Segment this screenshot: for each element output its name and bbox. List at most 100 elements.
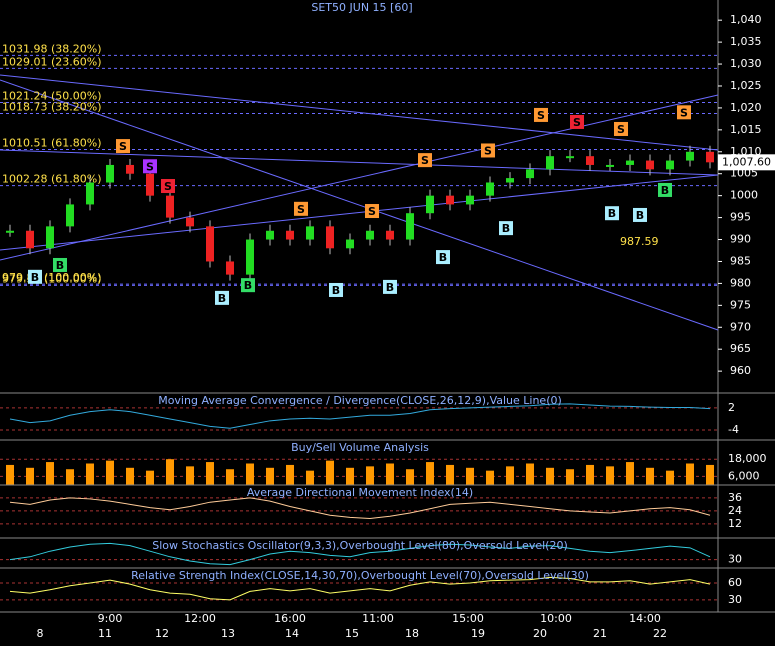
- x-tick-label: 12:00: [184, 612, 216, 625]
- panel-title: Moving Average Convergence / Divergence(…: [158, 394, 562, 407]
- x-tick-label: 19: [471, 627, 485, 640]
- candle-body: [426, 195, 434, 214]
- volume-bar: [66, 469, 74, 485]
- y-tick-label: 1,020: [730, 101, 762, 114]
- y-tick-label: 1,040: [730, 13, 762, 26]
- x-tick-label: 10:00: [540, 612, 572, 625]
- candle-body: [366, 230, 374, 240]
- candle-body: [466, 195, 474, 205]
- candle-body: [166, 195, 174, 218]
- signal-marker: [534, 107, 548, 122]
- volume-bar: [666, 470, 674, 485]
- volume-bar: [546, 467, 554, 485]
- fib-label: 1002.28 (61.80%): [2, 173, 102, 186]
- candle-body: [386, 230, 394, 240]
- volume-bar: [186, 466, 194, 485]
- volume-bar: [246, 463, 254, 485]
- volume-bar: [286, 464, 294, 485]
- y-tick-label: 970: [730, 320, 751, 333]
- volume-bar: [466, 467, 474, 485]
- signal-marker: [633, 207, 647, 222]
- fib-label: 979.84 (100.00%): [2, 271, 102, 284]
- signal-marker: [329, 282, 343, 297]
- volume-bar: [226, 469, 234, 485]
- trend-line: [0, 94, 719, 261]
- signal-marker: [161, 179, 175, 194]
- y-tick-label: 1,035: [730, 35, 762, 48]
- candle-body: [206, 226, 214, 262]
- y-tick-label: 1,025: [730, 79, 762, 92]
- fib-label: 1021.24 (50.00%): [2, 89, 102, 102]
- fib-label: 1010.51 (61.80%): [2, 137, 102, 150]
- y-tick-label: 6,000: [728, 469, 760, 482]
- candle-body: [186, 217, 194, 227]
- signal-label: B: [439, 251, 447, 264]
- candle-body: [526, 169, 534, 179]
- volume-bar: [146, 470, 154, 485]
- candle-body: [66, 204, 74, 227]
- candle-body: [126, 164, 134, 174]
- candle-body: [286, 230, 294, 240]
- y-tick-label: 60: [728, 576, 742, 589]
- signal-label: B: [661, 184, 669, 197]
- signal-label: S: [484, 144, 492, 157]
- signal-label: B: [608, 207, 616, 220]
- signal-label: B: [31, 271, 39, 284]
- trend-line: [0, 174, 719, 251]
- candle-body: [506, 178, 514, 183]
- trend-line: [0, 149, 719, 176]
- signal-label: B: [332, 284, 340, 297]
- volume-bar: [6, 464, 14, 485]
- signal-label: B: [218, 292, 226, 305]
- indicator-line: [9, 576, 711, 601]
- x-tick-label: 11:00: [362, 612, 394, 625]
- last-price-label: 1,007.60: [722, 155, 771, 168]
- volume-bar: [126, 467, 134, 485]
- x-tick-label: 22: [653, 627, 667, 640]
- signal-label: B: [502, 222, 510, 235]
- signal-label: S: [617, 123, 625, 136]
- indicator-line: [9, 497, 711, 519]
- candle-body: [106, 164, 114, 183]
- panel-title: Relative Strength Index(CLOSE,14,30,70),…: [131, 569, 589, 582]
- signal-marker: [53, 257, 67, 272]
- candle-body: [246, 239, 254, 275]
- candle-body: [686, 151, 694, 161]
- volume-bar: [606, 466, 614, 485]
- y-tick-label: 985: [730, 254, 751, 267]
- volume-bar: [486, 470, 494, 485]
- volume-bar: [26, 467, 34, 485]
- volume-bar: [506, 466, 514, 485]
- y-tick-label: 12: [728, 517, 742, 530]
- signal-label: B: [386, 281, 394, 294]
- panel-title: Average Directional Movement Index(14): [247, 486, 473, 499]
- volume-bar: [526, 463, 534, 485]
- volume-bar: [406, 469, 414, 485]
- candle-body: [406, 213, 414, 240]
- y-tick-label: 990: [730, 233, 751, 246]
- signal-marker: [365, 204, 379, 219]
- x-tick-label: 15:00: [452, 612, 484, 625]
- y-tick-label: 30: [728, 553, 742, 566]
- candle-body: [306, 226, 314, 240]
- y-tick-label: 24: [728, 504, 742, 517]
- signal-marker: [116, 139, 130, 154]
- signal-label: B: [636, 209, 644, 222]
- candle-body: [446, 195, 454, 205]
- volume-bar: [346, 467, 354, 485]
- x-tick-label: 14: [285, 627, 299, 640]
- signal-marker: [658, 182, 672, 197]
- signal-label: S: [146, 160, 154, 173]
- signal-marker: [383, 279, 397, 294]
- y-tick-label: 30: [728, 593, 742, 606]
- candle-body: [586, 156, 594, 165]
- x-tick-label: 16:00: [274, 612, 306, 625]
- volume-bar: [166, 459, 174, 485]
- signal-label: S: [573, 116, 581, 129]
- signal-label: S: [537, 109, 545, 122]
- volume-bar: [326, 460, 334, 485]
- fib-label: 1029.01 (23.60%): [2, 55, 102, 68]
- candle-body: [46, 226, 54, 249]
- fib-label: 1031.98 (38.20%): [2, 42, 102, 55]
